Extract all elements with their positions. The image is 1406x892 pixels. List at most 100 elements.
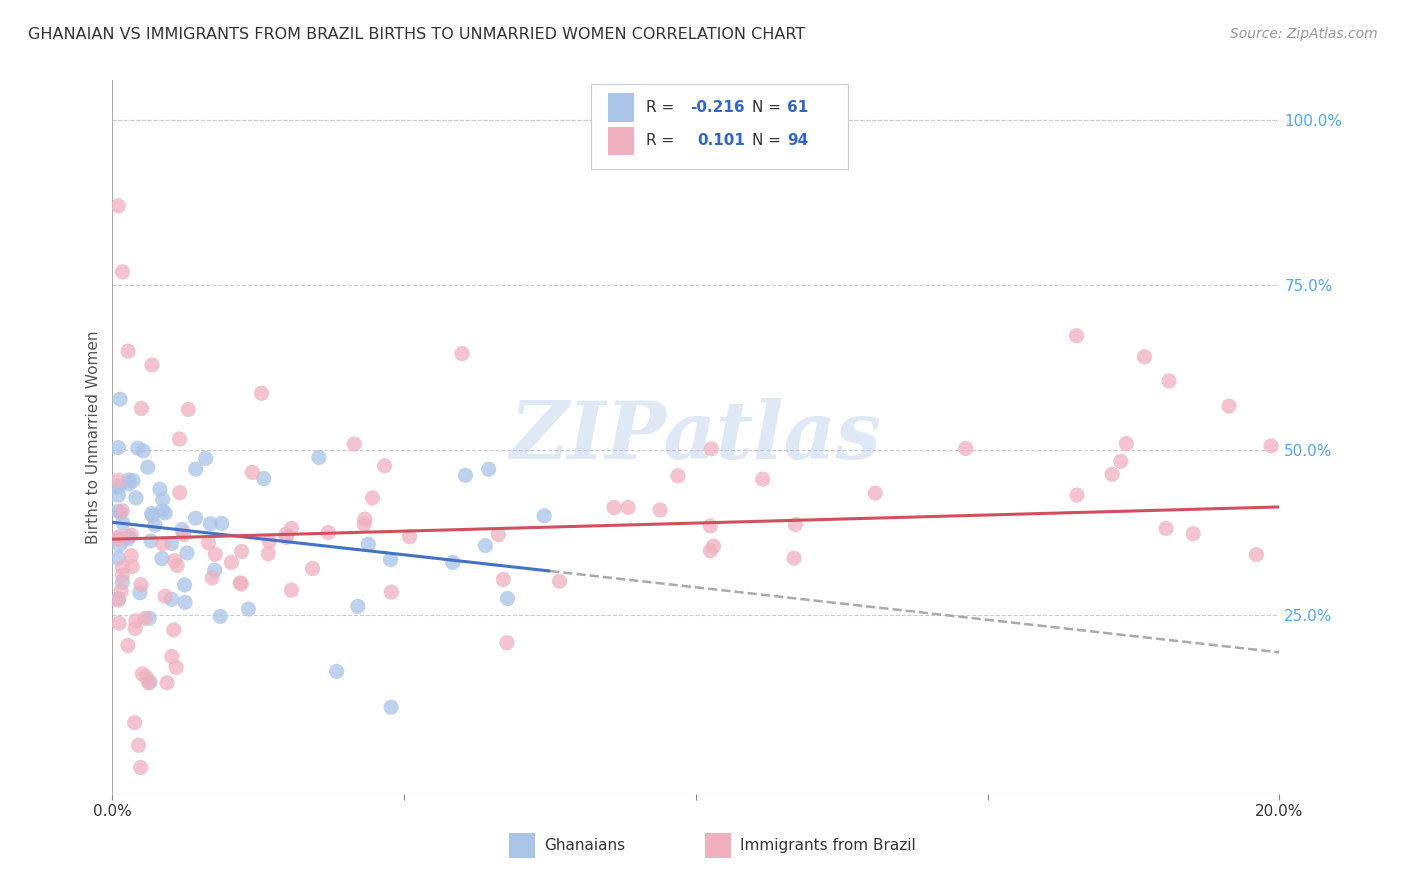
Point (107, 441, 129, 455)
Point (153, 506, 176, 520)
Point (117, 532, 139, 546)
Point (1066, 328, 1088, 343)
Point (141, 358, 163, 372)
Point (143, 518, 166, 533)
Point (1115, 436, 1137, 450)
Point (107, 474, 129, 488)
Point (1066, 488, 1088, 502)
Point (785, 517, 807, 532)
Point (280, 583, 302, 598)
Point (496, 591, 519, 606)
Point (380, 700, 402, 714)
Point (108, 616, 131, 631)
Text: 61: 61 (787, 100, 808, 115)
Point (486, 527, 509, 541)
Point (496, 635, 519, 649)
Point (354, 512, 377, 526)
Point (346, 599, 368, 614)
Point (139, 675, 162, 690)
Point (138, 611, 160, 625)
Point (135, 670, 157, 684)
Point (120, 528, 142, 542)
Point (253, 471, 276, 485)
Point (492, 573, 515, 587)
Point (197, 536, 219, 550)
Point (141, 508, 163, 523)
Point (122, 474, 145, 488)
Point (231, 544, 253, 558)
Point (548, 574, 571, 589)
Point (111, 504, 134, 518)
Text: N =: N = (752, 100, 780, 115)
Point (107, 488, 129, 502)
Point (131, 666, 153, 681)
Point (163, 623, 186, 637)
Point (783, 551, 806, 566)
Point (173, 578, 195, 592)
Point (152, 492, 174, 507)
Point (150, 551, 173, 566)
Point (1157, 374, 1180, 388)
Bar (706, 833, 731, 858)
Point (316, 525, 339, 540)
Point (124, 622, 146, 636)
Point (301, 561, 323, 575)
Point (221, 555, 243, 569)
Text: N =: N = (752, 134, 780, 148)
Point (257, 547, 280, 561)
Point (108, 530, 131, 544)
Point (380, 552, 402, 566)
FancyBboxPatch shape (591, 84, 848, 169)
Point (240, 466, 263, 480)
Point (107, 504, 129, 518)
Point (1154, 521, 1177, 535)
Point (238, 602, 260, 616)
Point (700, 442, 723, 456)
Point (136, 460, 159, 475)
Point (209, 609, 232, 624)
Point (194, 451, 217, 466)
Point (177, 402, 200, 417)
Point (134, 611, 156, 625)
Point (666, 468, 689, 483)
Point (1109, 454, 1132, 468)
Point (107, 478, 129, 492)
Point (373, 458, 395, 473)
Point (184, 462, 207, 476)
Point (160, 592, 183, 607)
Text: 94: 94 (787, 134, 808, 148)
Point (107, 591, 129, 606)
Text: Ghanaians: Ghanaians (544, 838, 626, 853)
Point (110, 583, 132, 598)
Point (441, 556, 464, 570)
Y-axis label: Births to Unmarried Women: Births to Unmarried Women (86, 330, 101, 544)
Point (108, 538, 131, 552)
Point (184, 511, 207, 525)
Point (211, 516, 233, 531)
Point (138, 675, 160, 690)
Point (648, 503, 671, 517)
Point (160, 536, 183, 550)
Point (150, 504, 173, 518)
Point (229, 576, 252, 591)
Point (111, 516, 134, 530)
Point (751, 472, 773, 486)
Point (125, 614, 148, 628)
Point (129, 577, 152, 591)
Point (380, 585, 402, 599)
Point (160, 649, 183, 664)
Point (204, 563, 226, 577)
Point (1246, 548, 1268, 562)
Bar (509, 833, 534, 858)
Bar (609, 127, 634, 155)
Point (276, 527, 298, 541)
Point (474, 539, 496, 553)
Point (201, 571, 224, 585)
Text: R =: R = (645, 100, 673, 115)
Point (361, 491, 384, 505)
Point (1260, 439, 1282, 453)
Point (129, 760, 152, 774)
Point (353, 517, 375, 532)
Point (107, 481, 129, 495)
Point (107, 531, 129, 545)
